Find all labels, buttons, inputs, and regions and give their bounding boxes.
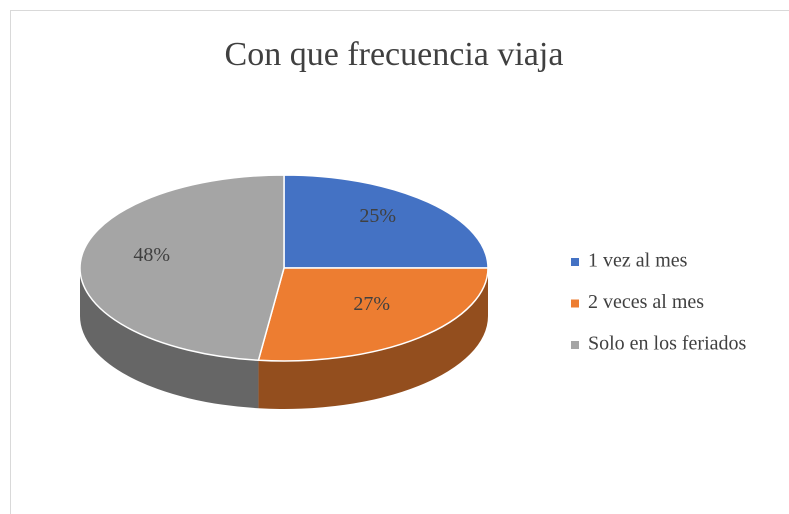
pie-slice: [283, 174, 489, 269]
pie-slice: [257, 267, 489, 362]
pie-side: [258, 268, 488, 409]
legend-marker: [571, 299, 579, 308]
data-label: 48%: [133, 244, 170, 266]
legend-marker: [571, 341, 579, 349]
pie-slice: [79, 174, 285, 362]
legend-label: 1 vez al mes: [588, 250, 688, 272]
data-label: 25%: [359, 205, 396, 227]
chart-title: Con que frecuencia viaja: [225, 36, 564, 73]
legend-label: 2 veces al mes: [588, 291, 704, 313]
pie-side: [80, 268, 259, 409]
data-label: 27%: [353, 293, 390, 315]
legend-label: Solo en los feriados: [588, 333, 747, 355]
legend-marker: [571, 258, 579, 266]
